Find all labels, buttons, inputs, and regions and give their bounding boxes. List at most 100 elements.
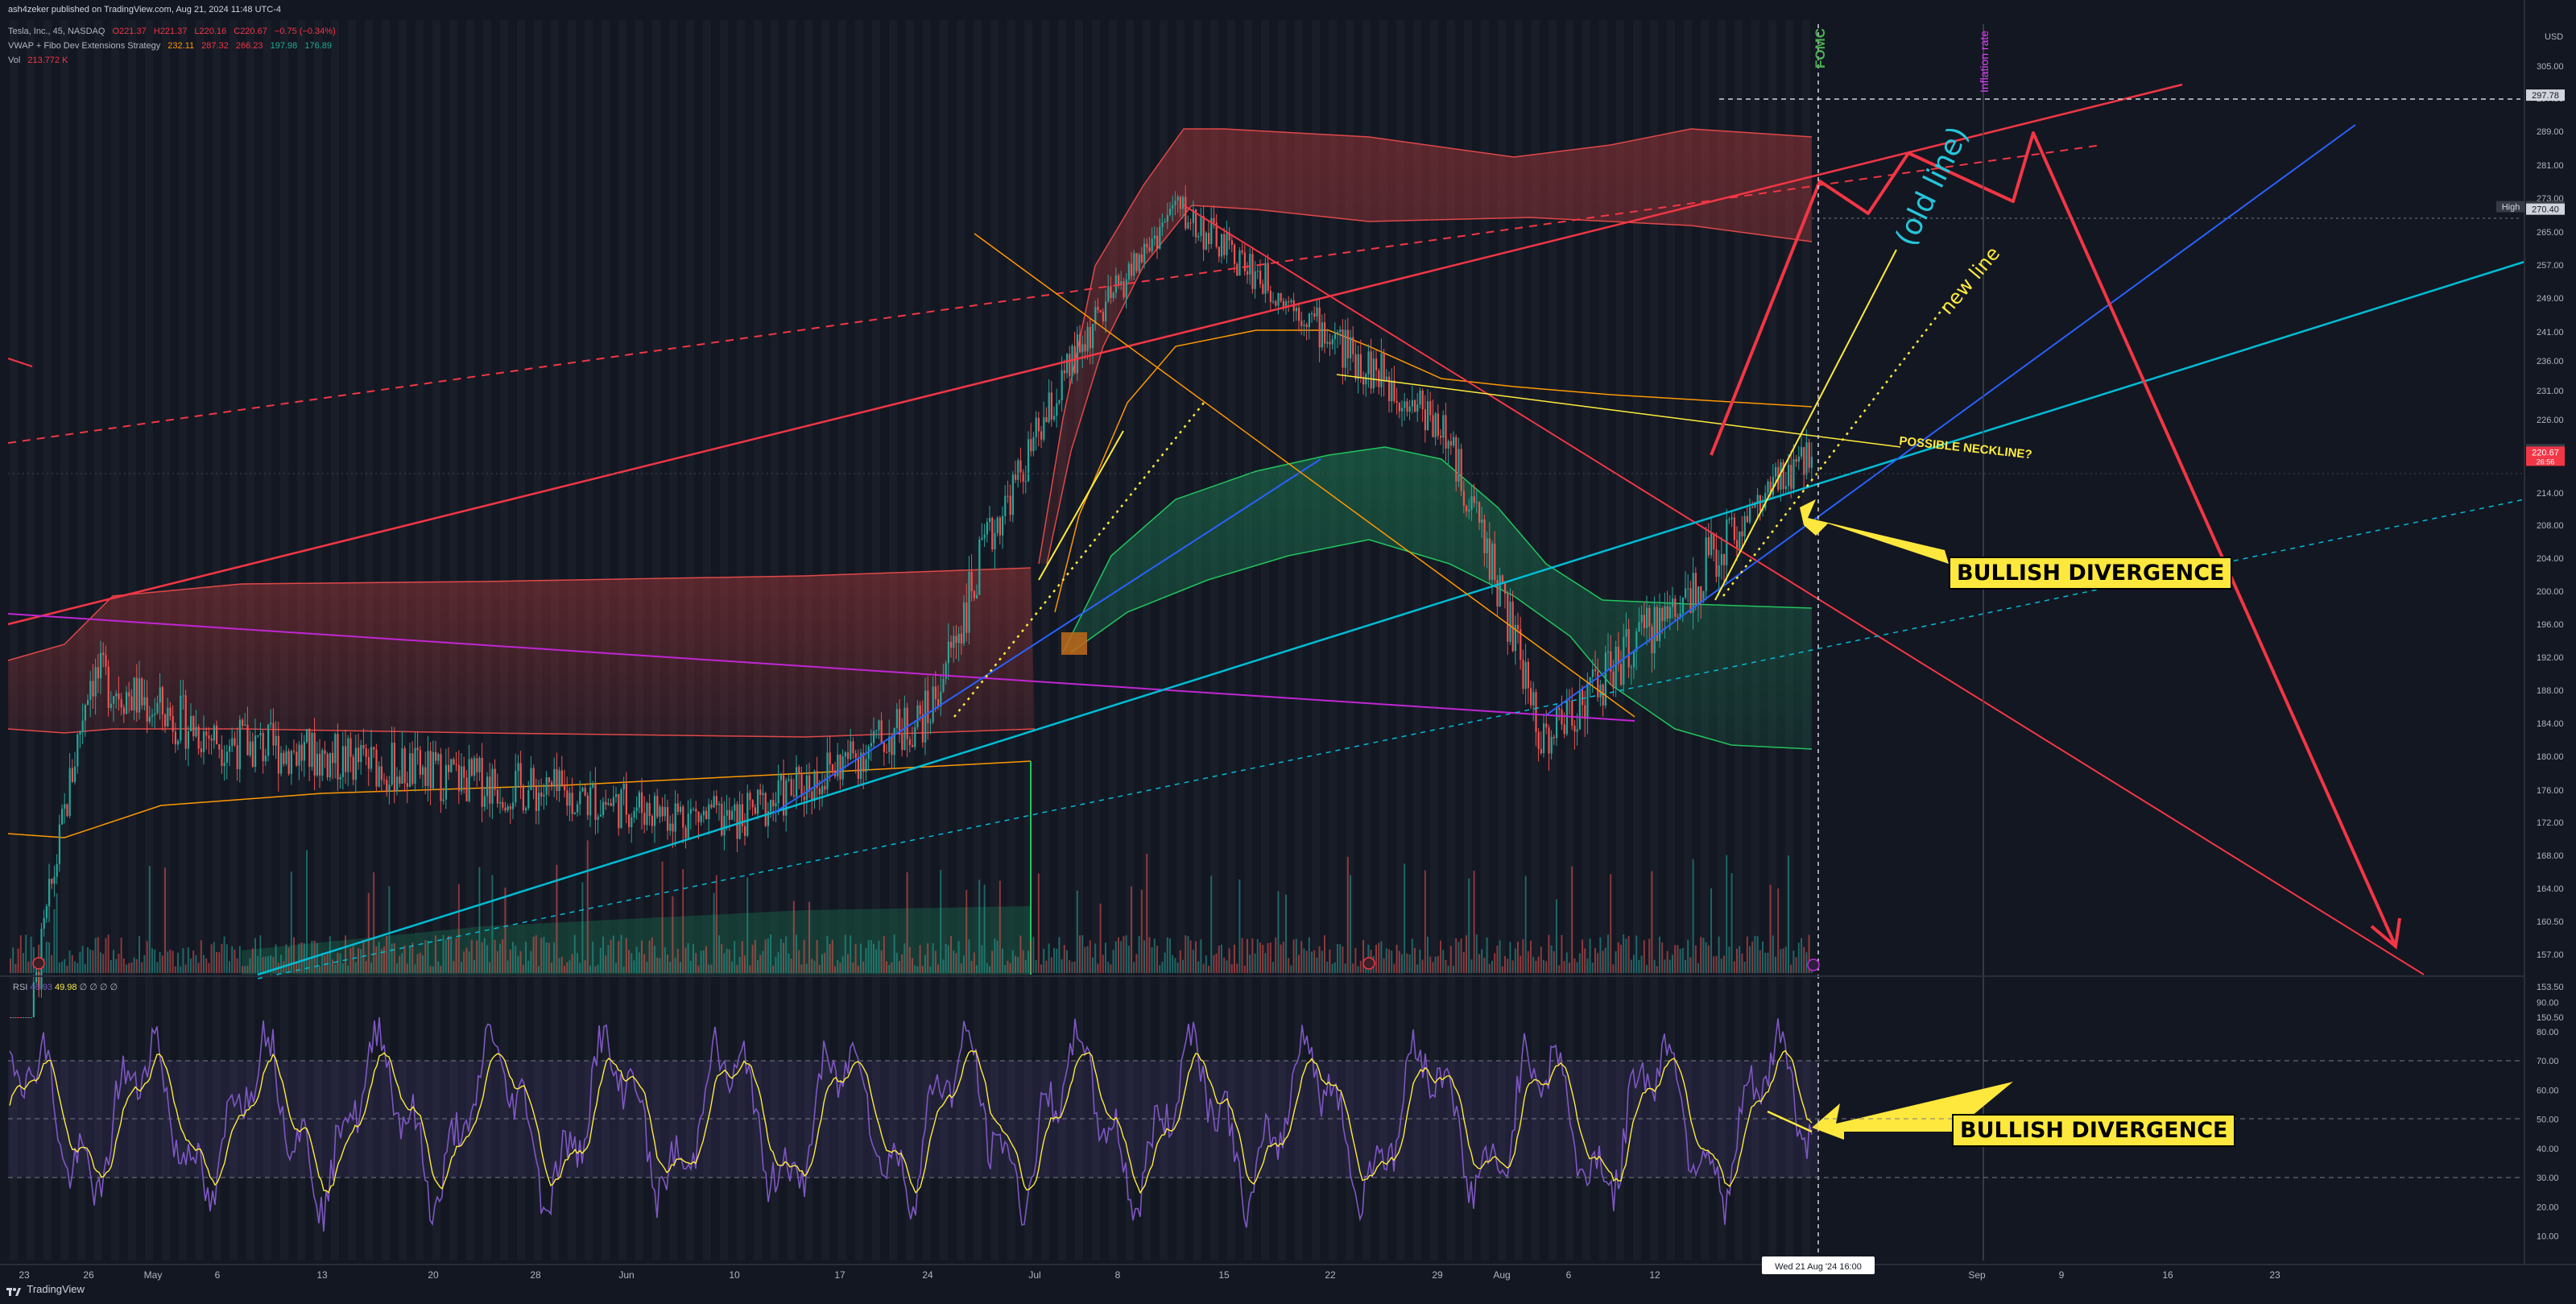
candle-body xyxy=(1449,441,1452,446)
candle-body xyxy=(1251,254,1254,289)
volume-bar xyxy=(937,964,939,973)
volume-bar xyxy=(213,942,215,973)
candle-body xyxy=(1488,538,1491,580)
candle-body xyxy=(1295,308,1297,312)
volume-bar xyxy=(1166,937,1168,973)
candle-body xyxy=(1507,594,1509,642)
volume-bar xyxy=(14,963,17,973)
volume-bar xyxy=(197,962,200,973)
volume-bar xyxy=(1718,936,1720,973)
trend-drawings xyxy=(7,24,2525,1261)
volume-bar xyxy=(1715,955,1718,973)
volume-bar xyxy=(535,935,537,973)
candle-body xyxy=(126,692,128,714)
volume-bar xyxy=(1597,953,1599,973)
candle-body xyxy=(1524,661,1527,689)
candle-body xyxy=(888,736,891,752)
volume-bar xyxy=(1099,903,1102,973)
candle-body xyxy=(1615,647,1617,689)
session-stripe xyxy=(1041,20,1049,1261)
volume-bar xyxy=(1540,946,1542,973)
candle-body xyxy=(1604,652,1606,706)
candle-body xyxy=(577,804,579,813)
volume-bar xyxy=(1272,962,1274,973)
rsi-name: RSI xyxy=(13,983,28,992)
volume-bar xyxy=(891,962,893,973)
volume-bar xyxy=(143,954,146,973)
candle-body xyxy=(1019,460,1022,473)
volume-bar xyxy=(705,946,707,973)
candle-body xyxy=(386,780,388,793)
candle-body xyxy=(1610,651,1612,672)
volume-bar xyxy=(10,958,11,973)
candle-body xyxy=(424,767,427,786)
candle-body xyxy=(35,971,38,983)
candle-body xyxy=(1148,246,1151,251)
tradingview-footer[interactable]: TradingView xyxy=(6,1283,85,1296)
candle-body xyxy=(1406,401,1408,412)
symbol-legend[interactable]: Tesla, Inc., 45, NASDAQ O221.37 H221.37 … xyxy=(8,27,341,36)
volume-bar xyxy=(216,951,217,973)
candle-body xyxy=(996,517,999,533)
candle-body xyxy=(432,751,434,789)
session-stripe xyxy=(1210,20,1218,1261)
price-axis-label: 270.40 xyxy=(2526,203,2565,215)
candle-body xyxy=(66,804,68,817)
volume-legend[interactable]: Vol 213.772 K xyxy=(8,56,73,65)
volume-bar xyxy=(731,961,733,973)
volume-bar xyxy=(396,962,398,973)
volume-bar xyxy=(1610,874,1612,973)
volume-bar xyxy=(1496,946,1499,973)
candle-body xyxy=(1591,669,1594,677)
volume-bar xyxy=(1017,957,1019,973)
candle-body xyxy=(821,785,824,795)
candle-body xyxy=(1648,607,1651,627)
volume-bar xyxy=(319,966,320,973)
price-axis-label-text: 220.67 xyxy=(2532,448,2559,457)
volume-bar xyxy=(1238,880,1241,973)
candle-body xyxy=(883,743,885,752)
volume-bar xyxy=(1223,957,1226,973)
candle-body xyxy=(945,663,947,680)
volume-bar xyxy=(1488,963,1491,973)
volume-bar xyxy=(912,958,913,973)
candle-body xyxy=(14,1017,17,1018)
candle-body xyxy=(713,796,715,808)
volume-bar xyxy=(1359,960,1362,973)
volume-bar xyxy=(68,950,71,973)
candle-body xyxy=(1597,671,1599,698)
volume-bar xyxy=(1630,959,1632,973)
candle-body xyxy=(1664,606,1666,622)
candle-body xyxy=(1153,235,1156,239)
symbol-name: Tesla, Inc., 45, NASDAQ xyxy=(8,27,105,36)
volume-bar xyxy=(914,965,916,973)
volume-bar xyxy=(1689,957,1692,973)
rsi-divergence-line xyxy=(1767,1110,1813,1133)
candle-body xyxy=(172,716,174,732)
candle-body xyxy=(1339,329,1342,333)
volume-bar xyxy=(1401,954,1403,973)
volume-bar xyxy=(1594,947,1596,973)
candle-body xyxy=(409,753,411,787)
volume-bar xyxy=(393,943,395,973)
footer-brand: TradingView xyxy=(27,1283,85,1295)
volume-bar xyxy=(1069,960,1071,973)
vwap-legend[interactable]: VWAP + Fibo Dev Extensions Strategy 232.… xyxy=(8,41,337,51)
candle-body xyxy=(1081,344,1084,353)
candle-body xyxy=(25,1017,27,1018)
candle-body xyxy=(527,790,530,809)
candle-body xyxy=(388,784,391,793)
volume-bar xyxy=(792,900,795,973)
candle-body xyxy=(502,801,504,808)
volume-bar xyxy=(1285,894,1287,973)
rsi-legend[interactable]: RSI 46.93 49.98 ∅ ∅ ∅ ∅ xyxy=(13,982,118,992)
volume-bar xyxy=(607,945,610,973)
candle-body xyxy=(1056,403,1058,416)
volume-bar xyxy=(401,953,403,973)
candle-body xyxy=(1032,437,1035,452)
volume-bar xyxy=(934,950,937,973)
candle-body xyxy=(1659,607,1661,641)
low-value: L220.16 xyxy=(194,27,227,36)
candle-body xyxy=(1331,339,1333,345)
